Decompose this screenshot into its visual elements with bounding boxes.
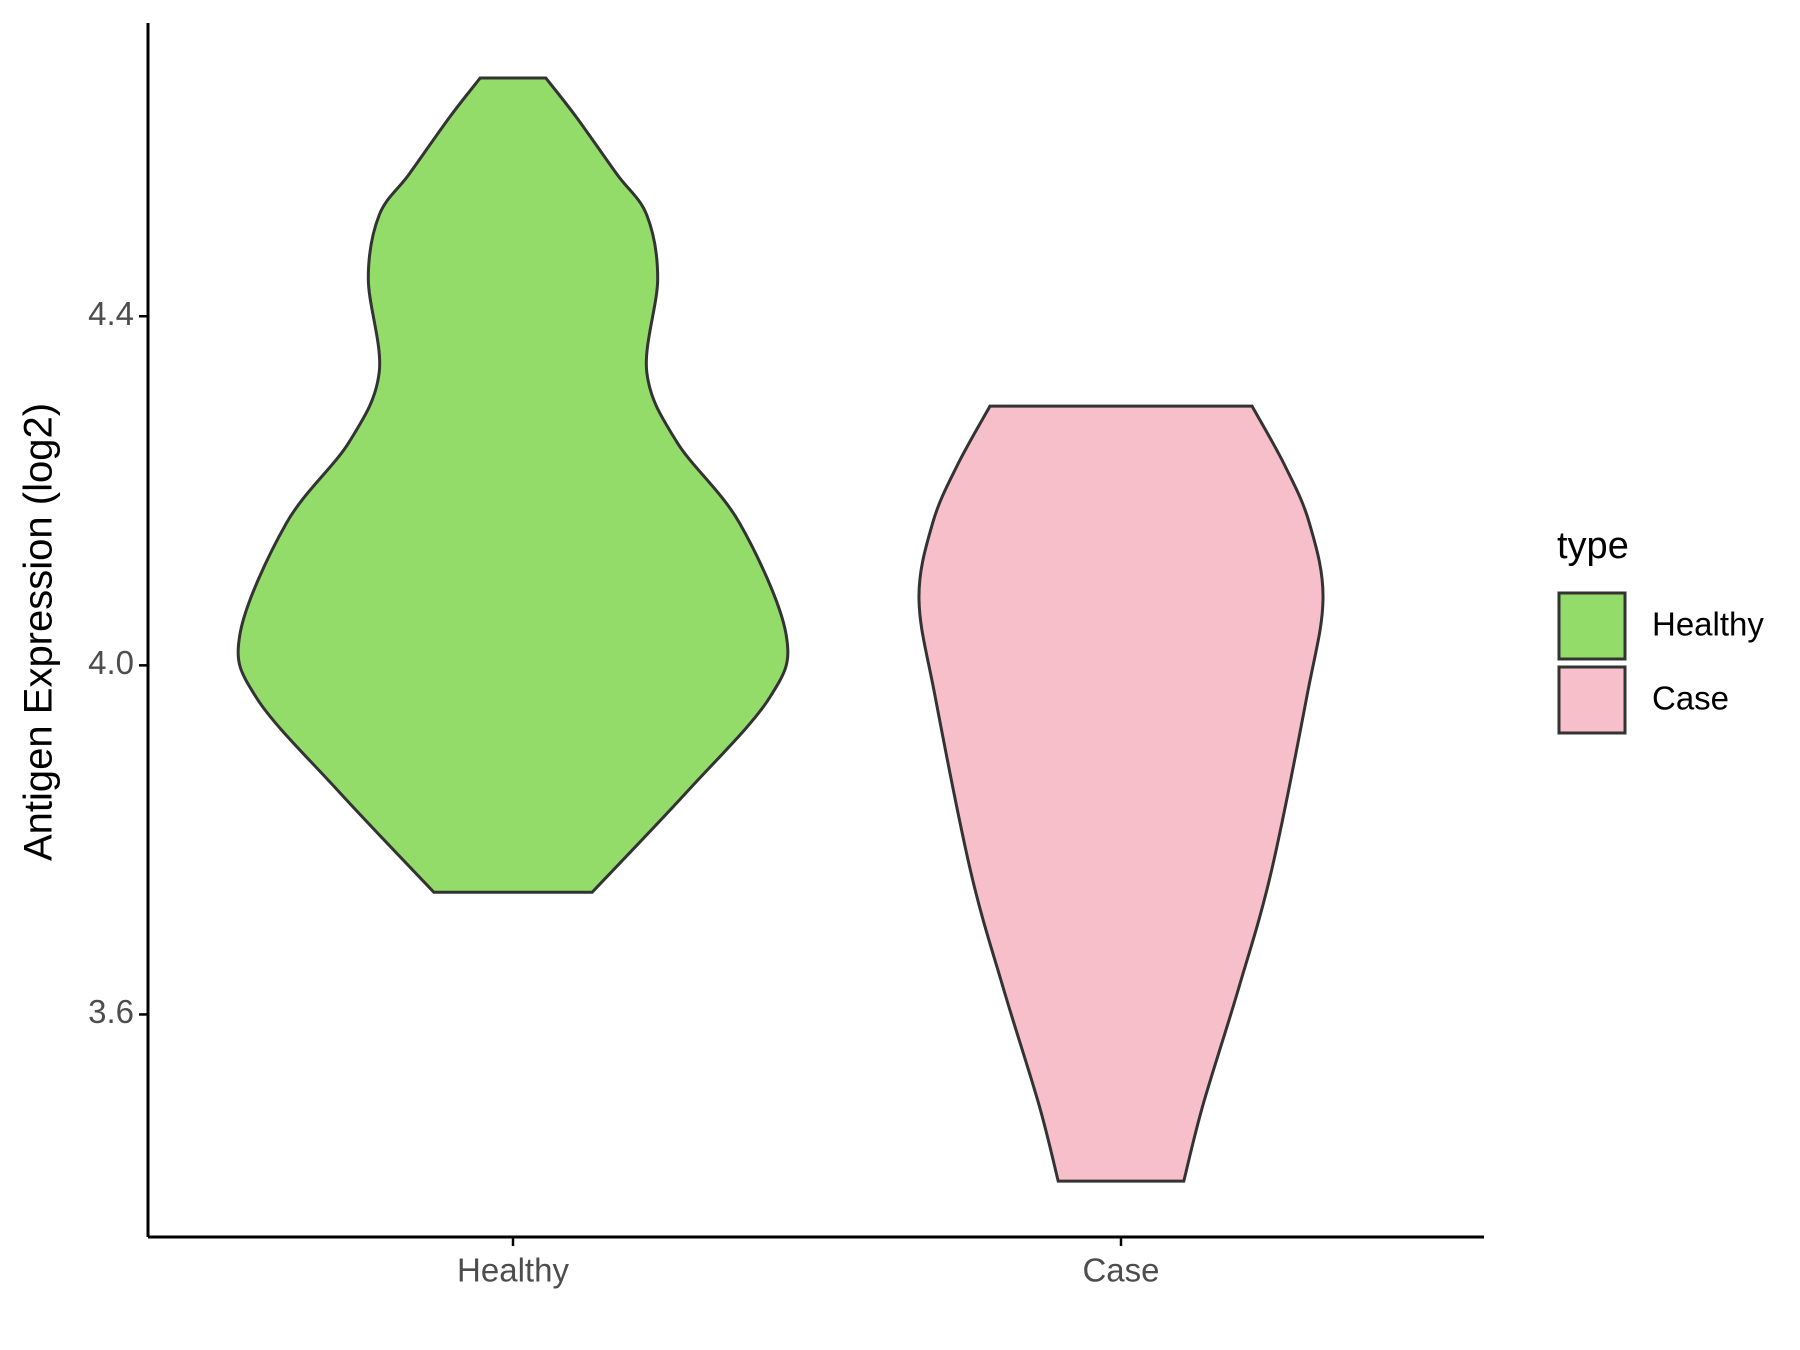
legend-key — [1557, 591, 1627, 661]
violin — [917, 404, 1325, 1183]
legend-key — [1557, 665, 1627, 735]
y-axis-title: Antigen Expression (log2) — [17, 403, 61, 861]
x-tick-label: Healthy — [457, 1252, 569, 1289]
y-tick-label: 3.6 — [88, 993, 134, 1030]
legend-label: Healthy — [1652, 606, 1764, 643]
legend-label: Case — [1652, 680, 1729, 717]
violin — [236, 76, 790, 894]
y-tick-label: 4.4 — [88, 295, 134, 332]
x-tick-label: Case — [1082, 1252, 1159, 1289]
y-tick-label: 4.0 — [88, 644, 134, 681]
legend-title: type — [1557, 525, 1629, 567]
